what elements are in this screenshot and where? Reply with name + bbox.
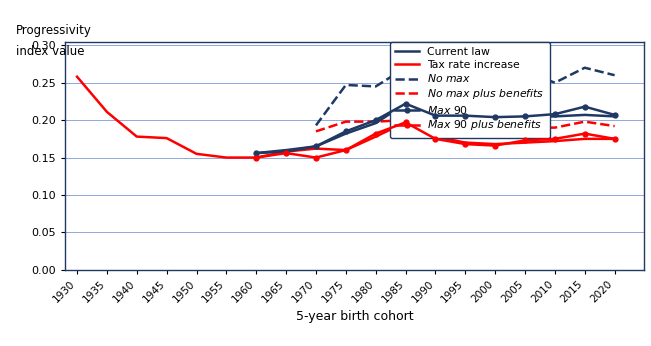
Text: Progressivity: Progressivity [16,24,92,37]
Text: index value: index value [16,45,85,57]
X-axis label: 5-year birth cohort: 5-year birth cohort [296,310,413,323]
Legend: Current law, Tax rate increase, $\it{No\ max}$, $\it{No\ max\ plus\ benefits}$, : Current law, Tax rate increase, $\it{No\… [389,42,550,138]
